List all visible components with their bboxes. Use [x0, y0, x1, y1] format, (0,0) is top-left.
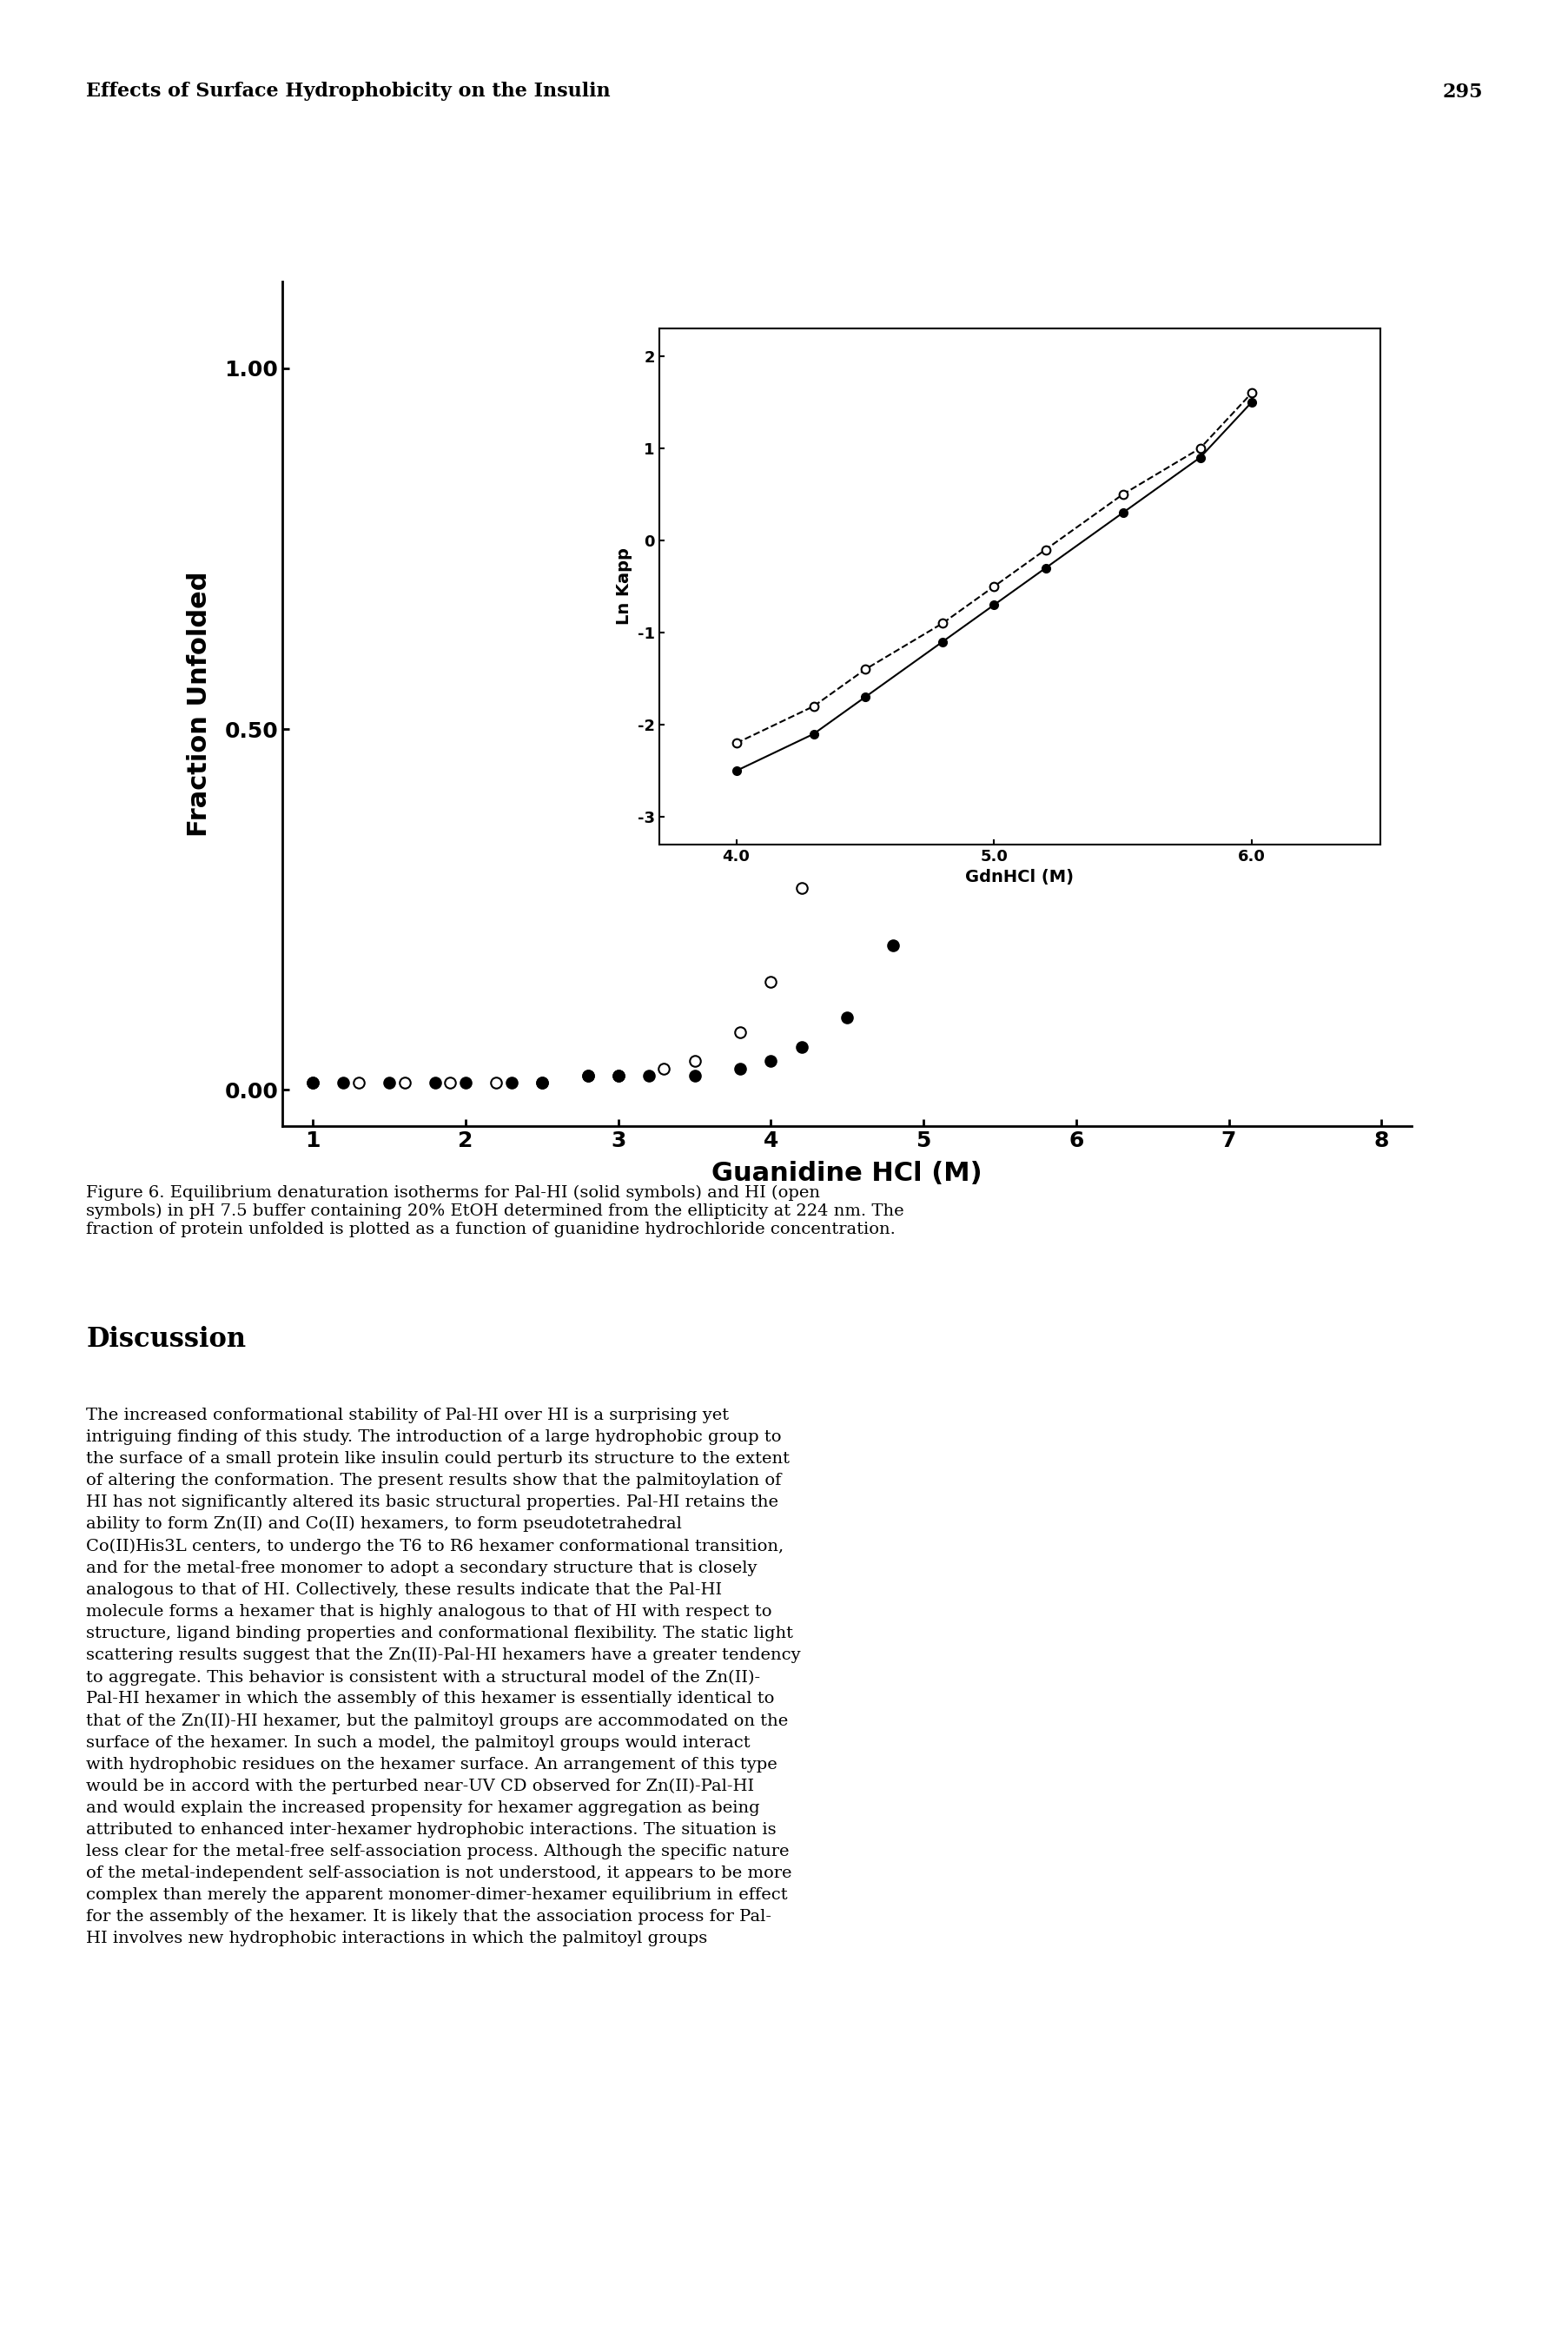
- Text: 295: 295: [1441, 82, 1482, 101]
- Text: Discussion: Discussion: [86, 1325, 246, 1351]
- X-axis label: GdnHCl (M): GdnHCl (M): [964, 870, 1074, 887]
- Y-axis label: Ln Kapp: Ln Kapp: [616, 549, 632, 624]
- Text: The increased conformational stability of Pal-HI over HI is a surprising yet
int: The increased conformational stability o…: [86, 1408, 800, 1947]
- Text: Figure 6. Equilibrium denaturation isotherms for Pal-HI (solid symbols) and HI (: Figure 6. Equilibrium denaturation isoth…: [86, 1185, 903, 1236]
- Y-axis label: Fraction Unfolded: Fraction Unfolded: [187, 570, 212, 838]
- X-axis label: Guanidine HCl (M): Guanidine HCl (M): [712, 1161, 982, 1187]
- Text: Effects of Surface Hydrophobicity on the Insulin: Effects of Surface Hydrophobicity on the…: [86, 82, 610, 101]
